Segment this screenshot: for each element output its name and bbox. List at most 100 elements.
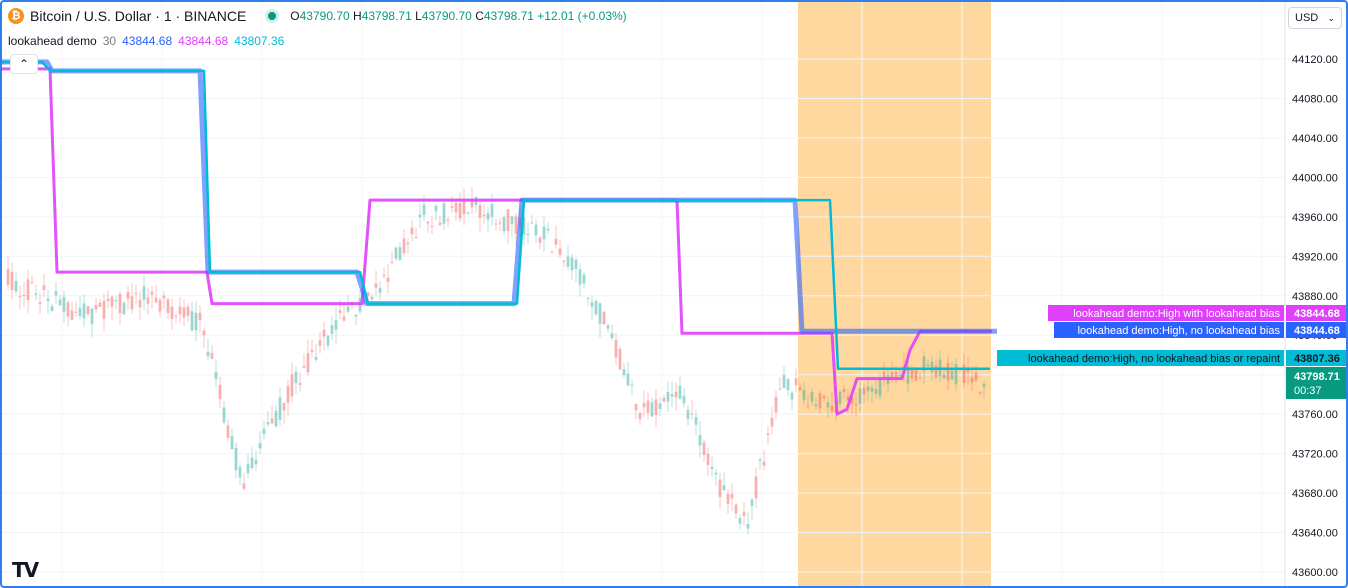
- series-label: lookahead demo:High with lookahead bias 4…: [1048, 305, 1346, 321]
- candle-body: [482, 214, 486, 217]
- candle-body: [22, 295, 26, 297]
- candle-body: [306, 353, 310, 373]
- candle-body: [50, 306, 54, 312]
- candle-body: [778, 388, 782, 390]
- candle-body: [110, 296, 114, 307]
- candle-body: [502, 217, 506, 232]
- currency-label: USD: [1295, 12, 1319, 24]
- candle-body: [730, 494, 734, 499]
- candle-body: [782, 374, 786, 388]
- series-label-box: [997, 350, 1284, 366]
- candle-body: [102, 301, 106, 319]
- candle-body: [174, 315, 178, 317]
- chevron-down-icon: ⌄: [1327, 12, 1335, 23]
- candle-body: [566, 256, 570, 267]
- candle-body: [866, 386, 870, 392]
- candle-body: [258, 443, 262, 449]
- candle-body: [650, 402, 654, 417]
- candle-body: [610, 333, 614, 339]
- candle-body: [478, 204, 482, 218]
- candle-body: [826, 402, 830, 408]
- last-price-label: 43798.71 00:37: [1286, 367, 1346, 399]
- candle-body: [786, 378, 790, 391]
- tradingview-logo[interactable]: TV: [12, 558, 39, 582]
- candle-body: [598, 303, 602, 324]
- candle-body: [230, 435, 234, 450]
- candle-body: [814, 404, 818, 407]
- candle-body: [558, 248, 562, 255]
- candle-body: [426, 221, 430, 224]
- candle-body: [266, 422, 270, 425]
- indicator-length: 30: [102, 34, 117, 48]
- series-label-text: lookahead demo:High with lookahead bias: [1073, 308, 1280, 320]
- candle-body: [254, 459, 258, 465]
- candle-body: [806, 405, 810, 407]
- candle-body: [726, 493, 730, 504]
- candle-body: [390, 261, 394, 263]
- candle-body: [798, 387, 802, 391]
- candle-body: [170, 306, 174, 319]
- candle-body: [346, 306, 350, 312]
- candle-body: [510, 216, 514, 224]
- series-label-text: lookahead demo:High, no lookahead bias: [1078, 325, 1281, 337]
- close-label: C: [475, 9, 484, 23]
- candle-body: [398, 247, 402, 260]
- candle-body: [930, 361, 934, 373]
- candle-body: [70, 310, 74, 320]
- candle-body: [82, 303, 86, 319]
- candle-body: [450, 206, 454, 208]
- candle-body: [954, 364, 958, 384]
- series-label: lookahead demo:High, no lookahead bias o…: [997, 350, 1346, 366]
- series-label: lookahead demo:High, no lookahead bias 43…: [1054, 322, 1346, 338]
- indicator-value-teal: 43807.36: [234, 34, 285, 48]
- series-label-text: lookahead demo:High, no lookahead bias o…: [1028, 353, 1280, 365]
- candle-body: [410, 227, 414, 235]
- price-tick-label: 43720.00: [1292, 449, 1338, 461]
- candle-body: [150, 291, 154, 295]
- candle-body: [422, 204, 426, 215]
- candle-body: [882, 372, 886, 378]
- candle-body: [166, 299, 170, 313]
- collapse-legend-button[interactable]: ⌃: [10, 54, 38, 74]
- candle-body: [362, 301, 366, 305]
- open-label: O: [290, 9, 300, 23]
- candle-body: [446, 219, 450, 221]
- candle-body: [374, 283, 378, 288]
- candle-body: [854, 403, 858, 406]
- symbol-title[interactable]: Bitcoin / U.S. Dollar · 1 · BINANCE: [30, 8, 247, 24]
- candle-body: [282, 403, 286, 411]
- indicator-legend[interactable]: lookahead demo 30 43844.68 43844.68 4380…: [8, 34, 284, 48]
- price-axis[interactable]: 44120.00 44080.00 44040.00 44000.00 43960.00…: [1284, 2, 1338, 586]
- candle-body: [414, 236, 418, 238]
- candle-body: [606, 325, 610, 329]
- candle-body: [226, 425, 230, 438]
- currency-select[interactable]: USD ⌄: [1288, 7, 1342, 29]
- candle-body: [86, 306, 90, 314]
- market-status-icon[interactable]: [268, 12, 277, 20]
- candle-body: [238, 467, 242, 478]
- candle-body: [674, 391, 678, 398]
- candle-body: [634, 403, 638, 411]
- candle-body: [18, 296, 22, 298]
- candle-body: [126, 291, 130, 299]
- series-line-3: [2, 60, 990, 371]
- candle-body: [614, 339, 618, 358]
- bitcoin-icon[interactable]: ₿: [8, 8, 24, 24]
- low-value: 43790.70: [421, 9, 472, 23]
- candle-body: [586, 297, 590, 299]
- candle-body: [74, 311, 78, 313]
- candle-body: [38, 302, 42, 305]
- last-price-text: 43798.71: [1294, 371, 1340, 383]
- price-value-text: 43844.68: [1294, 308, 1340, 320]
- candle-body: [438, 222, 442, 225]
- candle-body: [146, 297, 150, 304]
- candle-body: [574, 259, 578, 269]
- ohlc-values: O43790.70 H43798.71 L43790.70 C43798.71 …: [290, 9, 626, 23]
- candle-body: [602, 311, 606, 325]
- indicator-name[interactable]: lookahead demo: [8, 34, 97, 48]
- candle-body: [922, 356, 926, 371]
- candle-body: [270, 418, 274, 424]
- candle-body: [710, 466, 714, 470]
